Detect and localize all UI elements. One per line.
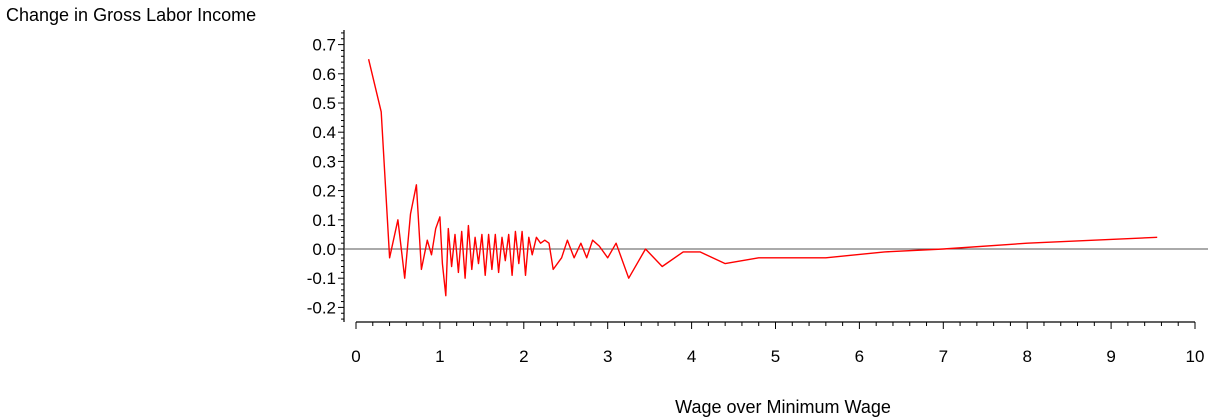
- y-tick-label: 0.5: [312, 94, 336, 113]
- y-tick-label: -0.1: [307, 269, 336, 288]
- y-axis-title: Change in Gross Labor Income: [6, 5, 256, 25]
- x-tick-label: 7: [939, 347, 948, 366]
- y-tick-label: 0.2: [312, 182, 336, 201]
- series-line: [369, 59, 1158, 296]
- x-tick-label: 10: [1186, 347, 1205, 366]
- y-tick-label: 0.3: [312, 152, 336, 171]
- axes: [344, 30, 1208, 322]
- y-tick-label: 0.0: [312, 240, 336, 259]
- x-tick-label: 3: [603, 347, 612, 366]
- x-tick-label: 8: [1022, 347, 1031, 366]
- x-tick-label: 5: [771, 347, 780, 366]
- tick-labels: 0.7 0.6 0.5 0.4 0.3 0.2 0.1 0.0 -0.1 -0.2 0 1 2 3 4 5 6 7…: [307, 36, 1205, 366]
- y-tick-label: -0.2: [307, 298, 336, 317]
- x-axis-title: Wage over Minimum Wage: [675, 397, 891, 417]
- x-tick-label: 4: [687, 347, 696, 366]
- tick-marks: [338, 33, 1195, 329]
- x-tick-label: 6: [855, 347, 864, 366]
- y-tick-label: 0.1: [312, 211, 336, 230]
- y-tick-label: 0.6: [312, 65, 336, 84]
- x-tick-label: 2: [519, 347, 528, 366]
- y-tick-label: 0.7: [312, 36, 336, 55]
- x-tick-label: 9: [1106, 347, 1115, 366]
- y-tick-label: 0.4: [312, 123, 336, 142]
- x-tick-label: 1: [435, 347, 444, 366]
- series-layer: [369, 59, 1158, 296]
- x-tick-label: 0: [351, 347, 360, 366]
